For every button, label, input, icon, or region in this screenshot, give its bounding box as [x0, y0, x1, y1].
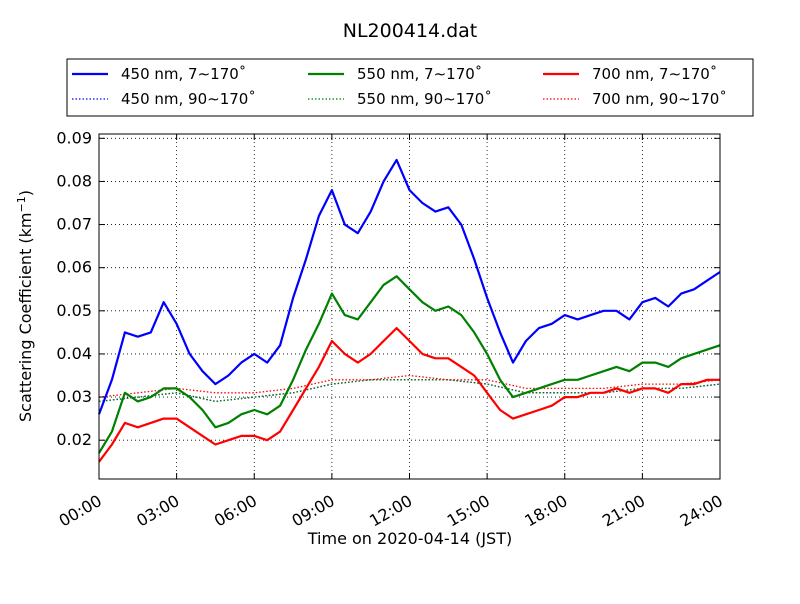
x-axis-label: Time on 2020-04-14 (JST) — [307, 529, 512, 548]
y-tick-label: 0.05 — [56, 301, 92, 320]
y-tick-label: 0.04 — [56, 344, 92, 363]
x-tick-labels: 00:00 03:00 06:00 09:00 12:00 15:00 18:00 21:00… — [56, 491, 726, 531]
grid — [99, 134, 720, 479]
chart-title: NL200414.dat — [343, 20, 478, 42]
x-tick-label: 09:00 — [288, 491, 337, 531]
ticks — [98, 134, 721, 479]
series-line-6 — [98, 374, 721, 398]
x-tick-label: 18:00 — [521, 491, 570, 531]
legend: 450 nm, 7∼170˚ 450 nm, 90∼170˚ 550 nm, 7∼1… — [66, 58, 754, 117]
y-tick-label: 0.08 — [56, 171, 92, 190]
legend-label: 700 nm, 90∼170˚ — [592, 90, 727, 108]
x-tick-label: 06:00 — [211, 491, 260, 531]
series-line-5 — [98, 327, 720, 463]
series-line-4 — [98, 379, 721, 403]
y-tick-labels: 0.02 0.03 0.04 0.05 0.06 0.07 0.08 0.09 — [56, 128, 92, 449]
series-layer — [97, 158, 721, 463]
y-axis-label-main: Scattering Coefficient (km — [16, 212, 35, 422]
y-axis-label: Scattering Coefficient (km−1) — [15, 190, 35, 422]
x-tick-label: 21:00 — [599, 491, 648, 531]
legend-label: 550 nm, 90∼170˚ — [357, 90, 492, 108]
x-tick-label: 15:00 — [444, 491, 493, 531]
series-line-3 — [98, 275, 721, 454]
legend-box — [66, 58, 754, 117]
y-axis-label-end: ) — [16, 190, 35, 196]
y-tick-label: 0.03 — [56, 387, 92, 406]
x-tick-label: 03:00 — [133, 491, 182, 531]
y-tick-label: 0.07 — [56, 215, 92, 234]
legend-label: 450 nm, 7∼170˚ — [121, 65, 246, 83]
x-tick-label: 00:00 — [56, 491, 105, 531]
legend-label: 550 nm, 7∼170˚ — [357, 65, 482, 83]
y-tick-label: 0.06 — [56, 258, 92, 277]
x-tick-label: 12:00 — [366, 491, 415, 531]
series-line-1 — [97, 158, 721, 415]
x-tick-label: 24:00 — [677, 491, 726, 531]
y-axis-label-sup: −1 — [15, 196, 28, 212]
y-tick-label: 0.02 — [56, 430, 92, 449]
y-tick-label: 0.09 — [56, 128, 92, 147]
legend-label: 700 nm, 7∼170˚ — [592, 65, 717, 83]
legend-label: 450 nm, 90∼170˚ — [121, 90, 256, 108]
